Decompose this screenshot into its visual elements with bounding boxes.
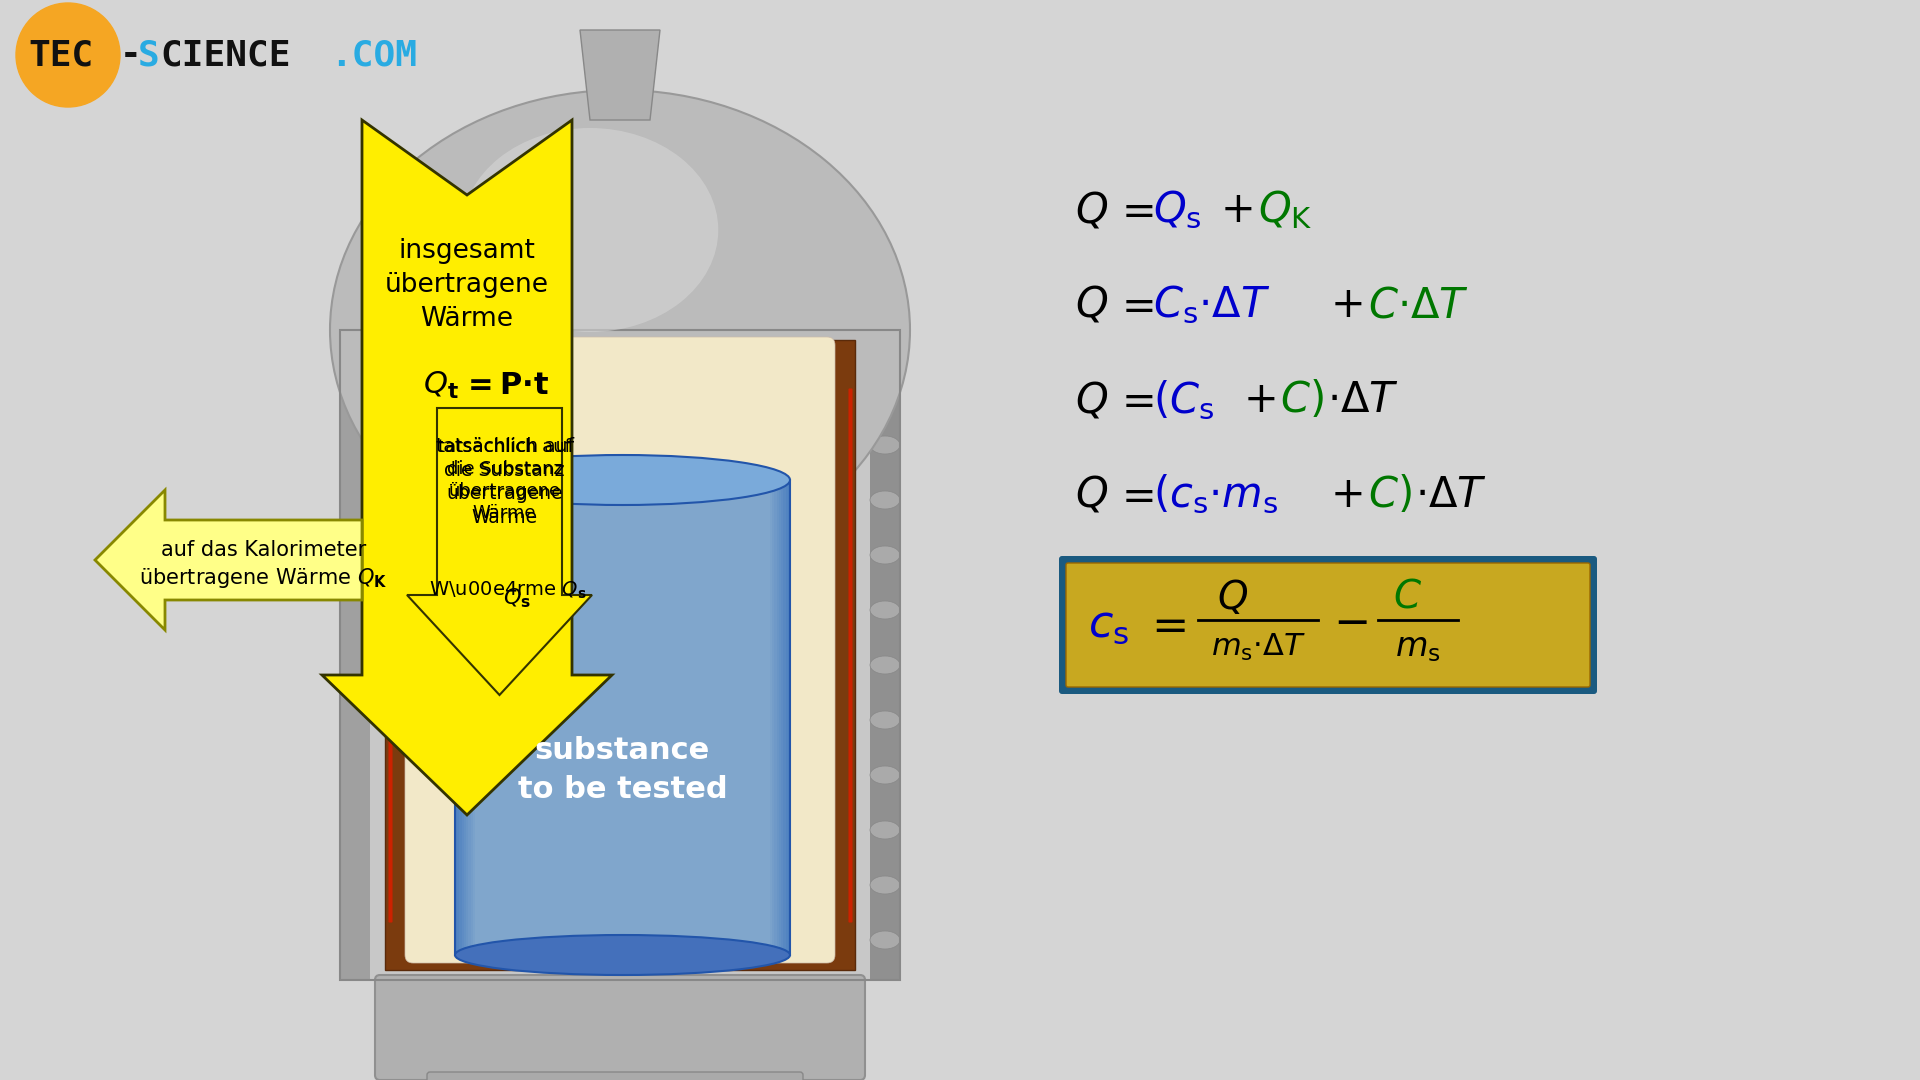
Text: $Q$: $Q$ [1075,379,1108,421]
Polygon shape [467,480,780,955]
Text: $m_\mathrm{s}{\cdot}\Delta T$: $m_\mathrm{s}{\cdot}\Delta T$ [1212,632,1306,662]
Polygon shape [459,480,785,955]
Ellipse shape [870,546,900,564]
Text: $Q$: $Q$ [1075,284,1108,326]
Polygon shape [465,480,781,955]
Ellipse shape [330,90,910,570]
Text: auf das Kalorimeter: auf das Kalorimeter [161,540,367,561]
Polygon shape [413,345,828,955]
FancyBboxPatch shape [405,337,835,963]
Polygon shape [407,408,591,696]
Text: insgesamt
übertragene
Wärme: insgesamt übertragene Wärme [386,238,549,332]
Text: $-$: $-$ [1332,600,1367,644]
Text: W\u00e4rme $\mathbf{\mathit{Q}}_\mathbf{s}$: W\u00e4rme $\mathbf{\mathit{Q}}_\mathbf{… [428,579,586,600]
Text: $+$: $+$ [1219,189,1252,231]
Ellipse shape [455,455,789,505]
Text: $C{\cdot}\Delta T$: $C{\cdot}\Delta T$ [1367,284,1469,326]
FancyBboxPatch shape [374,975,866,1080]
FancyBboxPatch shape [1066,563,1590,687]
Polygon shape [455,480,789,955]
Text: tatsächlich auf
die Substanz
übertragene
Wärme: tatsächlich auf die Substanz übertragene… [438,437,570,523]
Text: $=$: $=$ [1114,189,1154,231]
Text: $C_\mathrm{s}{\cdot}\Delta T$: $C_\mathrm{s}{\cdot}\Delta T$ [1154,284,1271,326]
Polygon shape [386,340,854,970]
Polygon shape [470,480,774,955]
Ellipse shape [870,436,900,454]
Ellipse shape [870,821,900,839]
Text: S: S [138,38,159,72]
Text: $+$: $+$ [1331,474,1363,516]
Text: $C)$: $C)$ [1367,474,1411,516]
Text: $=$: $=$ [1114,284,1154,326]
Text: $+$: $+$ [1242,379,1275,421]
Ellipse shape [870,491,900,509]
Text: $m_\mathrm{s}$: $m_\mathrm{s}$ [1396,631,1440,663]
Text: CIENCE: CIENCE [159,38,290,72]
Circle shape [15,3,119,107]
FancyBboxPatch shape [426,1072,803,1080]
Text: $Q$: $Q$ [1075,189,1108,231]
Text: $(C_\mathrm{s}$: $(C_\mathrm{s}$ [1154,378,1213,421]
Polygon shape [461,480,783,955]
Polygon shape [580,30,660,120]
Ellipse shape [461,129,718,332]
Ellipse shape [870,600,900,619]
Text: $=$: $=$ [1142,604,1187,647]
Text: $\mathbf{\mathit{Q}}_\mathbf{t}$: $\mathbf{\mathit{Q}}_\mathbf{t}$ [422,369,459,401]
Polygon shape [323,120,612,815]
Text: $=$: $=$ [1114,474,1154,516]
Text: $Q_\mathrm{s}$: $Q_\mathrm{s}$ [1154,189,1202,231]
Ellipse shape [870,876,900,894]
Ellipse shape [870,711,900,729]
Text: $Q_\mathrm{K}$: $Q_\mathrm{K}$ [1258,189,1313,231]
FancyBboxPatch shape [1060,556,1597,694]
Polygon shape [94,490,363,630]
Text: TEC: TEC [29,38,94,72]
Text: -: - [119,38,142,72]
Text: $C)$: $C)$ [1281,379,1323,421]
Polygon shape [340,330,371,980]
Polygon shape [870,330,900,980]
Polygon shape [474,480,770,955]
Text: $(c_\mathrm{s}{\cdot}m_\mathrm{s}$: $(c_\mathrm{s}{\cdot}m_\mathrm{s}$ [1154,473,1279,516]
Text: tatsächlich auf
die Substanz
übertragene
Wärme: tatsächlich auf die Substanz übertragene… [436,437,574,527]
Polygon shape [457,480,787,955]
Text: $\mathbf{=P{\cdot}t}$: $\mathbf{=P{\cdot}t}$ [463,370,549,400]
Polygon shape [472,480,772,955]
Text: $\mathbf{\mathit{Q}}_\mathbf{s}$: $\mathbf{\mathit{Q}}_\mathbf{s}$ [503,586,532,610]
Text: $=$: $=$ [1114,379,1154,421]
Ellipse shape [870,766,900,784]
Ellipse shape [455,935,789,975]
Ellipse shape [870,656,900,674]
Text: $+$: $+$ [1331,284,1363,326]
Ellipse shape [870,381,900,399]
Polygon shape [468,480,778,955]
Polygon shape [371,330,870,980]
Text: ${\cdot}\Delta T$: ${\cdot}\Delta T$ [1327,379,1400,421]
Text: ${\cdot}\Delta T$: ${\cdot}\Delta T$ [1415,474,1486,516]
Text: $Q$: $Q$ [1217,578,1248,617]
Text: übertragene Wärme $\mathbf{\mathit{Q}}_\mathbf{K}$: übertragene Wärme $\mathbf{\mathit{Q}}_\… [140,566,388,590]
Text: $C$: $C$ [1394,578,1423,616]
Text: .COM: .COM [330,38,417,72]
Ellipse shape [870,931,900,949]
Text: substance
to be tested: substance to be tested [518,737,728,804]
Text: $c_\mathrm{s}$: $c_\mathrm{s}$ [1089,604,1129,647]
Text: $Q$: $Q$ [1075,474,1108,516]
